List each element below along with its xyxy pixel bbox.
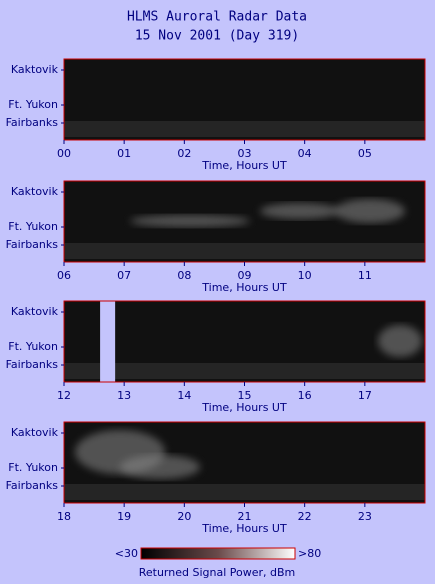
echo [378, 325, 422, 357]
x-tick-label: 11 [358, 269, 372, 282]
x-tick-label: 04 [298, 147, 312, 160]
x-axis-label: Time, Hours UT [201, 522, 287, 535]
noise-band [64, 484, 425, 500]
echo [130, 215, 250, 227]
title: HLMS Auroral Radar Data [127, 10, 307, 25]
x-tick-label: 21 [238, 510, 252, 523]
x-tick-label: 12 [57, 389, 71, 402]
x-tick-label: 09 [238, 269, 252, 282]
x-tick-label: 19 [117, 510, 131, 523]
colorbar-min: <30 [115, 547, 138, 560]
echo [120, 455, 200, 479]
y-tick-label: Kaktovik [11, 185, 59, 198]
y-tick-label: Ft. Yukon [8, 461, 58, 474]
noise-band [64, 363, 425, 379]
y-tick-label: Fairbanks [6, 238, 59, 251]
x-tick-label: 16 [298, 389, 312, 402]
x-tick-label: 02 [177, 147, 191, 160]
echo [260, 203, 340, 219]
echo [335, 199, 405, 223]
y-tick-label: Ft. Yukon [8, 340, 58, 353]
y-tick-label: Fairbanks [6, 116, 59, 129]
noise-band [64, 243, 425, 259]
x-tick-label: 07 [117, 269, 131, 282]
y-tick-label: Ft. Yukon [8, 220, 58, 233]
x-axis-label: Time, Hours UT [201, 159, 287, 172]
x-tick-label: 20 [177, 510, 191, 523]
x-axis-label: Time, Hours UT [201, 401, 287, 414]
y-tick-label: Ft. Yukon [8, 98, 58, 111]
noise-band [64, 121, 425, 137]
y-tick-label: Kaktovik [11, 305, 59, 318]
data-gap [100, 301, 116, 382]
x-axis-label: Time, Hours UT [201, 281, 287, 294]
colorbar-label: Returned Signal Power, dBm [139, 566, 296, 579]
y-tick-label: Kaktovik [11, 426, 59, 439]
x-tick-label: 15 [238, 389, 252, 402]
x-tick-label: 10 [298, 269, 312, 282]
y-tick-label: Kaktovik [11, 63, 59, 76]
x-tick-label: 03 [238, 147, 252, 160]
x-tick-label: 13 [117, 389, 131, 402]
colorbar-max: >80 [298, 547, 321, 560]
x-tick-label: 01 [117, 147, 131, 160]
x-tick-label: 17 [358, 389, 372, 402]
x-tick-label: 00 [57, 147, 71, 160]
colorbar [140, 547, 296, 560]
x-tick-label: 18 [57, 510, 71, 523]
y-tick-label: Fairbanks [6, 358, 59, 371]
x-tick-label: 14 [177, 389, 191, 402]
x-tick-label: 23 [358, 510, 372, 523]
x-tick-label: 22 [298, 510, 312, 523]
x-tick-label: 05 [358, 147, 372, 160]
x-tick-label: 06 [57, 269, 71, 282]
y-tick-label: Fairbanks [6, 479, 59, 492]
subtitle: 15 Nov 2001 (Day 319) [135, 29, 299, 44]
x-tick-label: 08 [177, 269, 191, 282]
